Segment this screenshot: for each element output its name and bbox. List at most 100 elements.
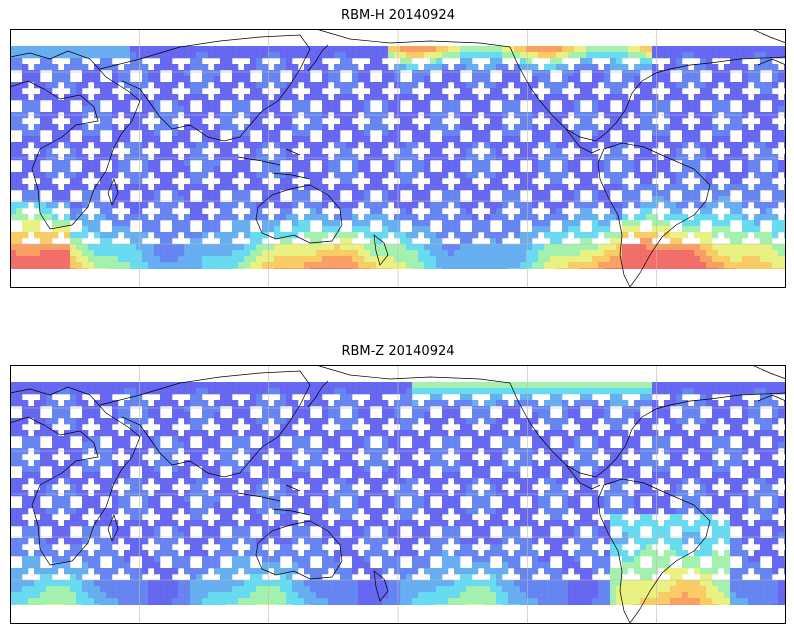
swath-cell bbox=[238, 76, 245, 83]
swath-cell bbox=[232, 196, 239, 203]
swath-cell bbox=[400, 268, 407, 269]
swath-cell bbox=[520, 64, 527, 71]
swath-cell bbox=[148, 220, 155, 227]
swath-cell bbox=[316, 268, 323, 269]
swath-cell bbox=[484, 76, 491, 83]
swath-cell bbox=[724, 160, 731, 167]
swath-cell bbox=[694, 136, 701, 143]
swath-cell bbox=[76, 58, 83, 65]
swath-cell bbox=[70, 244, 77, 251]
swath-cell bbox=[460, 214, 467, 221]
swath-cell bbox=[394, 82, 401, 89]
swath-cell bbox=[112, 442, 119, 449]
swath-cell bbox=[724, 82, 731, 89]
swath-cell bbox=[592, 388, 599, 395]
swath-cell bbox=[562, 250, 569, 257]
swath-cell bbox=[580, 124, 587, 131]
swath-cell bbox=[400, 154, 407, 161]
swath-cell bbox=[232, 94, 239, 101]
swath-cell bbox=[526, 124, 533, 131]
swath-cell bbox=[634, 220, 641, 227]
swath-cell bbox=[310, 154, 317, 161]
swath-cell bbox=[670, 418, 677, 425]
swath-cell bbox=[478, 130, 485, 137]
swath-cell bbox=[58, 268, 65, 269]
swath-cell bbox=[634, 436, 641, 443]
swath-cell bbox=[562, 184, 569, 191]
swath-cell bbox=[76, 478, 83, 485]
swath-cell bbox=[130, 430, 137, 437]
swath-cell bbox=[598, 388, 605, 395]
gridlines bbox=[10, 29, 786, 288]
swath-cell bbox=[244, 262, 251, 269]
swath-cell bbox=[268, 106, 275, 113]
swath-cell bbox=[580, 52, 587, 59]
swath-cell bbox=[358, 250, 365, 257]
swath-cell bbox=[466, 460, 473, 467]
swath-cell bbox=[286, 202, 293, 209]
swath-cell bbox=[286, 382, 293, 389]
swath-cell bbox=[232, 160, 239, 167]
swath-cell bbox=[232, 436, 239, 443]
swath-cell bbox=[526, 214, 533, 221]
swath-cell bbox=[292, 250, 299, 257]
swath-cell bbox=[592, 256, 599, 263]
swath-cell bbox=[88, 466, 95, 473]
swath-cell bbox=[148, 136, 155, 143]
swath-cell bbox=[220, 454, 227, 461]
swath-cell bbox=[64, 196, 71, 203]
swath-cell bbox=[154, 154, 161, 161]
swath-cell bbox=[316, 46, 323, 53]
swath-cell bbox=[484, 46, 491, 53]
swath-cell bbox=[382, 226, 389, 233]
swath-cell bbox=[556, 256, 563, 263]
swath-cell bbox=[364, 100, 371, 107]
swath-cell bbox=[550, 58, 557, 65]
swath-cell bbox=[238, 436, 245, 443]
swath-cell bbox=[754, 46, 761, 53]
swath-cell bbox=[394, 226, 401, 233]
swath-cell bbox=[436, 94, 443, 101]
swath-cell bbox=[574, 466, 581, 473]
swath-cell bbox=[634, 202, 641, 209]
swath-cell bbox=[736, 232, 743, 239]
swath-cell bbox=[238, 130, 245, 137]
swath-cell bbox=[640, 382, 647, 389]
swath-cell bbox=[562, 100, 569, 107]
swath-cell bbox=[286, 124, 293, 131]
swath-cell bbox=[388, 76, 395, 83]
swath-cell bbox=[748, 136, 755, 143]
swath-cell bbox=[142, 70, 149, 77]
swath-cell bbox=[358, 406, 365, 413]
swath-cell bbox=[778, 388, 785, 395]
swath-cell bbox=[664, 418, 671, 425]
swath-cell bbox=[10, 58, 17, 65]
swath-cell bbox=[568, 388, 575, 395]
swath-cell bbox=[52, 136, 59, 143]
swath-cell bbox=[406, 214, 413, 221]
swath-cell bbox=[142, 250, 149, 257]
swath-cell bbox=[202, 94, 209, 101]
swath-cell bbox=[742, 256, 749, 263]
swath-cell bbox=[310, 262, 317, 269]
swath-cell bbox=[124, 220, 131, 227]
swath-cell bbox=[724, 214, 731, 221]
swath-cell bbox=[250, 388, 257, 395]
swath-cell bbox=[118, 100, 125, 107]
swath-cell bbox=[748, 442, 755, 449]
swath-cell bbox=[406, 400, 413, 407]
swath-cell bbox=[388, 166, 395, 173]
swath-cell bbox=[742, 226, 749, 233]
swath-cell bbox=[142, 418, 149, 425]
swath-cell bbox=[376, 244, 383, 251]
swath-cell bbox=[574, 268, 581, 269]
swath-cell bbox=[364, 382, 371, 389]
swath-cell bbox=[40, 64, 47, 71]
swath-cell bbox=[724, 46, 731, 53]
swath-cell bbox=[286, 208, 293, 215]
swath-cell bbox=[286, 142, 293, 149]
swath-cell bbox=[280, 202, 287, 209]
swath-cell bbox=[664, 436, 671, 443]
swath-cell bbox=[412, 100, 419, 107]
swath-cell bbox=[280, 184, 287, 191]
